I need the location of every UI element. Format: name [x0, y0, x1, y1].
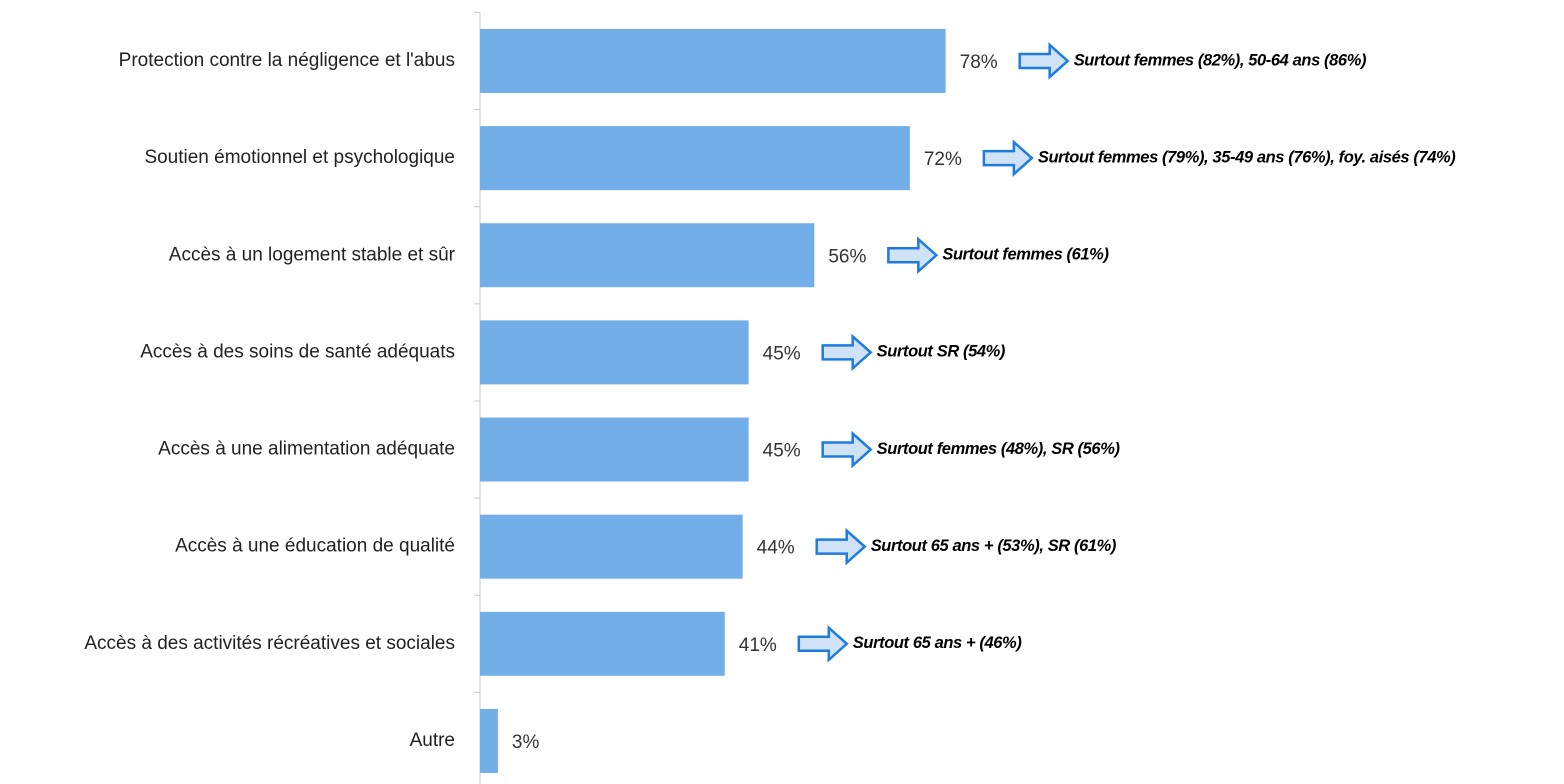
value-label: 44% [757, 538, 795, 559]
bar [480, 417, 749, 482]
value-label: 78% [960, 52, 998, 73]
annotation: Surtout SR (54%) [877, 343, 1006, 361]
bar [480, 708, 498, 773]
value-label: 45% [763, 441, 801, 462]
arrow [815, 527, 867, 566]
value-label: 72% [924, 149, 962, 170]
bar [480, 28, 946, 93]
category-label: Accès à une éducation de qualité [175, 536, 455, 557]
bar [480, 611, 725, 676]
category-label: Soutien émotionnel et psychologique [144, 147, 455, 168]
category-label: Accès à un logement stable et sûr [169, 244, 456, 265]
annotation: Surtout femmes (61%) [942, 246, 1109, 264]
value-label: 56% [828, 246, 866, 267]
annotation: Surtout 65 ans + (53%), SR (61%) [871, 537, 1117, 555]
bar [480, 320, 749, 385]
annotation: Surtout femmes (82%), 50-64 ans (86%) [1074, 51, 1367, 69]
category-label: Autre [410, 730, 455, 751]
arrow [797, 625, 849, 663]
category-label: Protection contre la négligence et l'abu… [119, 50, 455, 71]
category-label: Accès à des soins de santé adéquats [140, 341, 455, 362]
annotation: Surtout 65 ans + (46%) [853, 634, 1023, 652]
value-label: 45% [763, 343, 801, 364]
category-label: Accès à des activités récréatives et soc… [84, 633, 455, 654]
bar [480, 223, 815, 288]
category-label: Accès à une alimentation adéquate [158, 439, 455, 460]
arrow [821, 430, 873, 469]
bar [480, 126, 910, 191]
annotation: Surtout femmes (79%), 35-49 ans (76%), f… [1038, 148, 1456, 166]
annotation: Surtout femmes (48%), SR (56%) [877, 440, 1121, 458]
bar [480, 514, 743, 579]
arrow [1018, 42, 1070, 80]
arrow [887, 236, 939, 275]
value-label: 41% [739, 635, 777, 656]
value-label: 3% [512, 732, 540, 753]
arrow [821, 333, 873, 372]
arrow [982, 139, 1034, 177]
